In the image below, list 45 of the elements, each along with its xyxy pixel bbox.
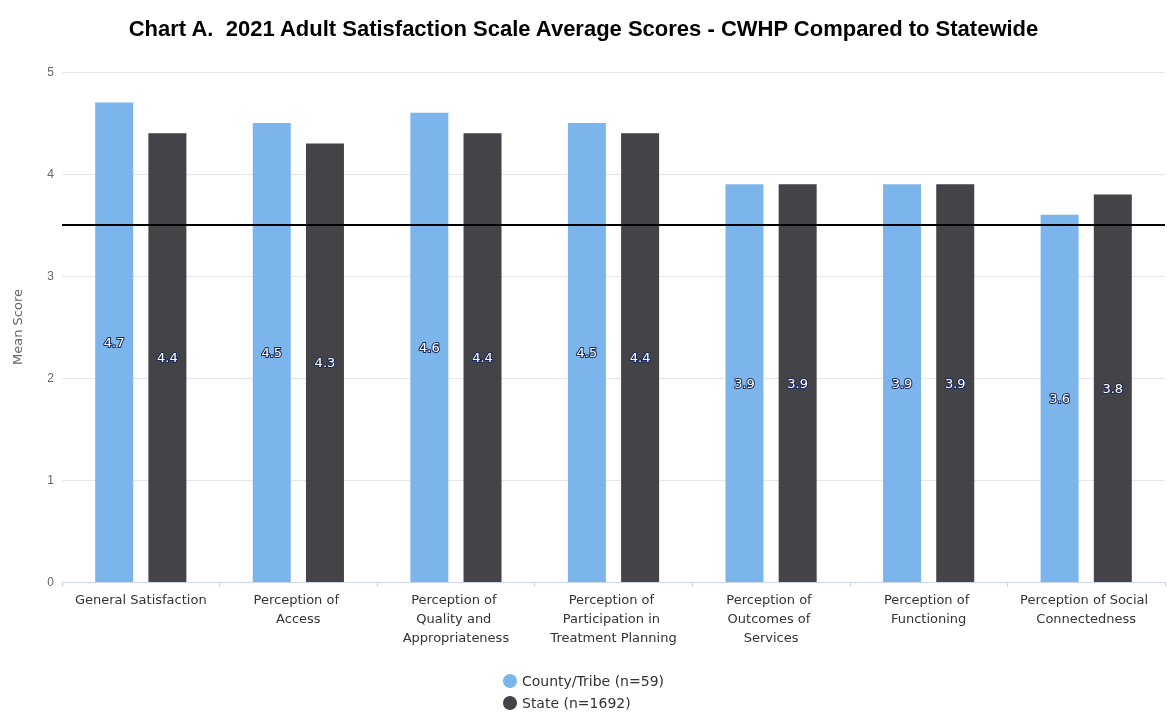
data-label: 4.3	[314, 355, 336, 371]
y-tick-label: 3	[47, 269, 55, 283]
chart-title: Chart A. 2021 Adult Satisfaction Scale Average Scores - CWHP Compared to Statewide	[128, 15, 1039, 41]
data-label: 3.9	[734, 375, 755, 391]
bar	[1093, 194, 1132, 582]
data-label: 4.4	[157, 350, 178, 366]
data-label: 3.6	[1049, 390, 1070, 406]
x-tick-label: Perception of Participation in Treatment Planning	[549, 592, 677, 645]
bar	[1040, 214, 1079, 582]
bar	[725, 184, 764, 582]
bar	[305, 143, 344, 582]
data-label: 4.4	[629, 350, 651, 366]
bar	[148, 133, 187, 582]
data-label: 3.9	[891, 375, 913, 391]
data-label: 4.4	[472, 350, 493, 366]
x-tick-label: Perception of Quality and Appropriateness	[402, 592, 510, 645]
y-tick-label: 1	[47, 473, 55, 487]
data-label: 3.9	[944, 375, 966, 391]
bar	[95, 102, 134, 582]
y-tick-label: 4	[47, 167, 55, 181]
data-label: 4.6	[418, 339, 440, 355]
legend-label: County/Tribe (n=59)	[522, 673, 665, 689]
bar	[621, 133, 660, 582]
y-tick-label: 5	[47, 65, 55, 79]
bar	[463, 133, 502, 582]
bar	[936, 184, 975, 582]
data-label: 4.7	[103, 334, 125, 350]
bar	[410, 112, 449, 582]
bar	[252, 123, 291, 582]
bar	[883, 184, 922, 582]
x-tick-label: Perception of Outcomes of Services	[726, 592, 816, 645]
data-label: 4.5	[576, 345, 598, 360]
x-tick-label: General Satisfaction	[74, 592, 207, 607]
data-label: 4.5	[261, 345, 283, 360]
y-tick-label: 0	[47, 575, 55, 589]
data-label: 3.8	[1102, 380, 1124, 396]
x-tick-label: Perception of Social Connectedness	[1020, 592, 1153, 626]
y-axis-title: Mean Score	[10, 289, 25, 365]
bar	[567, 123, 606, 582]
x-tick-label: Perception of Functioning	[883, 592, 974, 626]
x-tick-label: Perception of Access	[253, 592, 344, 626]
bar	[778, 184, 817, 582]
y-tick-label: 2	[47, 371, 55, 385]
legend-label: State (n=1692)	[522, 695, 631, 711]
data-label: 3.9	[787, 375, 809, 391]
